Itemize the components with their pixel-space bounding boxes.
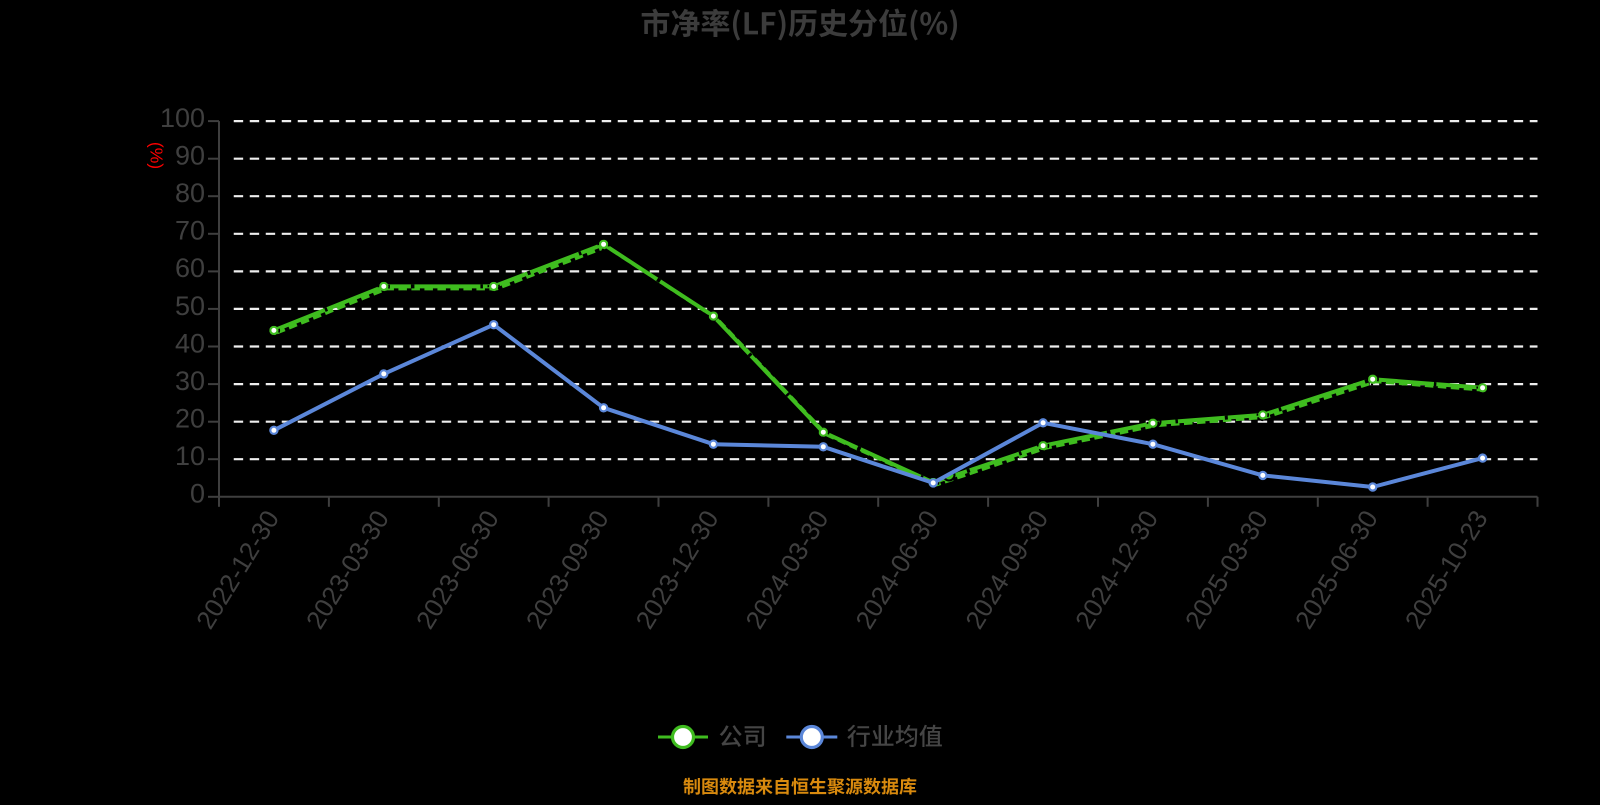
svg-text:40: 40 bbox=[175, 328, 205, 358]
svg-text:20: 20 bbox=[175, 404, 205, 434]
svg-text:70: 70 bbox=[175, 216, 205, 246]
svg-text:(%): (%) bbox=[147, 142, 167, 169]
svg-text:90: 90 bbox=[175, 141, 205, 171]
svg-text:50: 50 bbox=[175, 291, 205, 321]
svg-text:100: 100 bbox=[160, 103, 205, 133]
svg-text:80: 80 bbox=[175, 178, 205, 208]
svg-text:0: 0 bbox=[190, 479, 205, 509]
svg-text:10: 10 bbox=[175, 441, 205, 471]
svg-text:60: 60 bbox=[175, 253, 205, 283]
svg-text:30: 30 bbox=[175, 366, 205, 396]
